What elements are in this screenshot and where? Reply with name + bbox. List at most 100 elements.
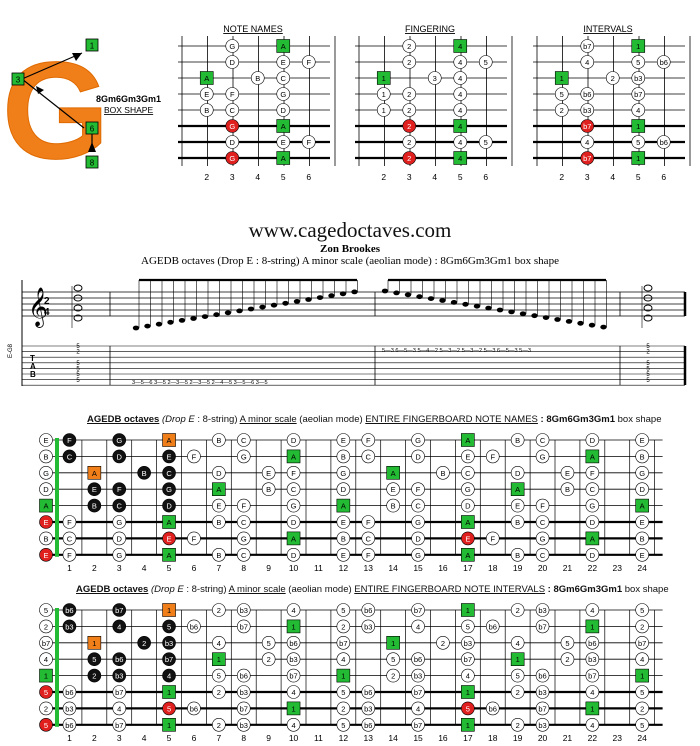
fb-note-label: F [67,518,72,527]
fb-note-label: 5 [167,704,171,713]
fb-note-label: 1 [291,704,295,713]
fb-note [510,515,525,529]
fb-note-label: 2 [565,655,569,664]
box-note-label: b7 [583,154,591,163]
fb-note [87,482,102,497]
run-note [259,304,266,310]
box-note-label: b3 [583,106,591,115]
fb-note [336,465,351,480]
fb-note-label: A [167,551,172,560]
fb-note [411,498,425,513]
box-note-label: b7 [583,122,591,131]
fb-note [162,619,176,634]
box-note-label: b6 [660,138,668,147]
fb-note [510,548,525,562]
box-note [402,119,417,133]
box-note [631,71,646,85]
box-root-note [453,151,468,165]
run-note [554,317,561,322]
fb-note-label: A [590,534,595,543]
fb-note [411,668,425,683]
fb-root-note [585,531,600,546]
fb-note-label: G [415,518,421,527]
fb-note [212,718,226,732]
fb-note-label: G [291,502,297,511]
fb-note [535,718,550,732]
fb-note-label: C [540,518,546,527]
fb-note [535,531,550,546]
fb-note-label: F [192,452,197,461]
fb-note-label: b6 [240,672,248,681]
box-note [580,55,595,69]
fb-note-label: C [117,502,123,511]
fb-root-note [212,482,226,497]
fb-fret-number: 3 [117,733,122,743]
fb-note-label: 5 [267,639,271,648]
fb-note [635,603,649,617]
fb-root-note [461,685,475,699]
tab-chord-fret: 5 [646,361,650,367]
chord-note [643,314,653,322]
fb-note-label: b6 [65,721,73,730]
fb-note [39,652,53,667]
tab-run-descending: 5—3 6—5—3 5—4—2 5—3—2 5—3—2 5—3 6—5—3 5—… [382,348,531,354]
fb-note-label: b3 [364,704,372,713]
fb-note [162,531,176,546]
fb-note [560,635,575,650]
fb-note [361,433,376,447]
run-note [439,298,446,303]
fb-note [585,465,600,480]
fb-note [436,465,450,480]
fb-note [212,635,226,650]
run-note [190,316,197,321]
fb-note-label: A [341,502,346,511]
fb-note-label: 5 [640,688,644,697]
fb-note-label: 2 [44,622,48,631]
fb-note [62,515,77,529]
fb-note-label: F [490,534,495,543]
subtitle: AGEDB octaves (Drop E : 8-string) A mino… [141,255,559,267]
box-fret-number: 4 [610,172,615,182]
svg-text:6: 6 [90,125,95,134]
fb-note [635,652,649,667]
fb-note [212,685,226,699]
fb-root-note [39,498,53,513]
fb-note [112,433,127,447]
box-note-label: F [230,90,235,99]
fb-note [112,603,127,617]
tab-chord-fret: 5 [646,344,650,350]
fb-note [461,619,475,634]
fb-note-label: b6 [190,704,198,713]
fb-note-label: F [366,518,371,527]
fb-note-label: b3 [65,622,73,631]
fb-note-label: G [166,485,172,494]
box-note-label: 4 [458,154,462,163]
box-root-note [631,39,646,53]
box-root-note [554,71,569,85]
fb-fret-number: 9 [266,733,271,743]
fb-note [386,668,400,683]
fb-root-note [461,515,475,529]
run-note [496,307,504,313]
fb-note [361,449,376,464]
box-note-label: b6 [660,58,668,67]
fb-note [187,701,201,716]
fb-note-label: 4 [291,688,295,697]
fb-note-label: b7 [414,721,422,730]
fb-note-label: G [43,469,49,478]
fb-note-label: 4 [590,688,594,697]
fb-fret-number: 7 [216,563,221,573]
tab-chord-fret: 2 [76,350,80,356]
fb-fret-number: 15 [413,733,423,743]
fb-note [236,548,251,562]
fb-note [336,619,351,634]
fb-note [585,668,600,683]
fb-fret-number: 16 [438,563,448,573]
fb-note [336,652,351,667]
fb-note-label: b6 [538,672,546,681]
run-note [531,313,538,319]
box-note-label: 1 [382,74,386,83]
fb-note [411,482,425,497]
fb-note-label: 1 [291,622,295,631]
